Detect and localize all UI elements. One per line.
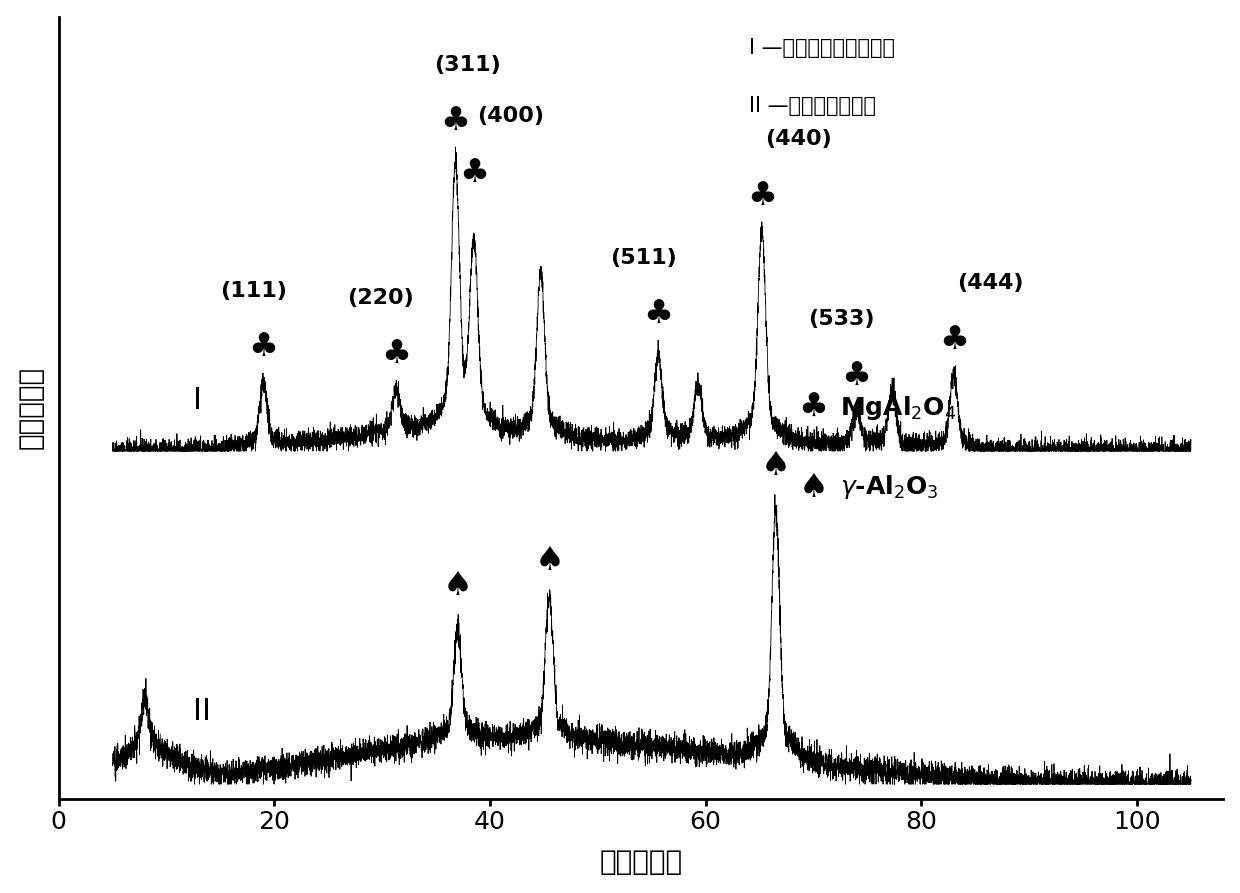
Text: ♠: ♠	[534, 545, 564, 578]
Text: $\gamma$-Al$_2$O$_3$: $\gamma$-Al$_2$O$_3$	[841, 473, 939, 501]
Text: ♣: ♣	[842, 360, 872, 393]
Text: MgAl$_2$O$_4$: MgAl$_2$O$_4$	[841, 394, 957, 421]
Text: ♣: ♣	[459, 157, 489, 190]
Text: II: II	[193, 697, 211, 726]
Text: ♣: ♣	[248, 331, 279, 364]
Text: II —氧化铝基催化剂: II —氧化铝基催化剂	[749, 96, 875, 116]
Text: (511): (511)	[610, 247, 676, 268]
Text: ♠: ♠	[443, 569, 472, 602]
X-axis label: 衍射峰角度: 衍射峰角度	[599, 848, 682, 876]
Text: I: I	[193, 386, 202, 415]
Text: ♣: ♣	[381, 338, 412, 371]
Text: ♠: ♠	[799, 471, 828, 504]
Text: (440): (440)	[765, 129, 832, 149]
Text: ♣: ♣	[799, 391, 828, 424]
Text: (220): (220)	[347, 288, 414, 307]
Text: (444): (444)	[957, 273, 1023, 294]
Text: ♠: ♠	[761, 449, 791, 482]
Text: (311): (311)	[434, 54, 501, 75]
Text: ♣: ♣	[440, 105, 470, 138]
Text: ♣: ♣	[746, 180, 776, 213]
Y-axis label: 衍射峰强度: 衍射峰强度	[16, 366, 45, 449]
Text: (400): (400)	[477, 106, 544, 126]
Text: ♣: ♣	[644, 298, 673, 331]
Text: ♣: ♣	[939, 324, 968, 357]
Text: (533): (533)	[808, 309, 874, 330]
Text: (111): (111)	[221, 280, 288, 301]
Text: I —镁铝尖晶石基催化剂: I —镁铝尖晶石基催化剂	[749, 38, 895, 58]
